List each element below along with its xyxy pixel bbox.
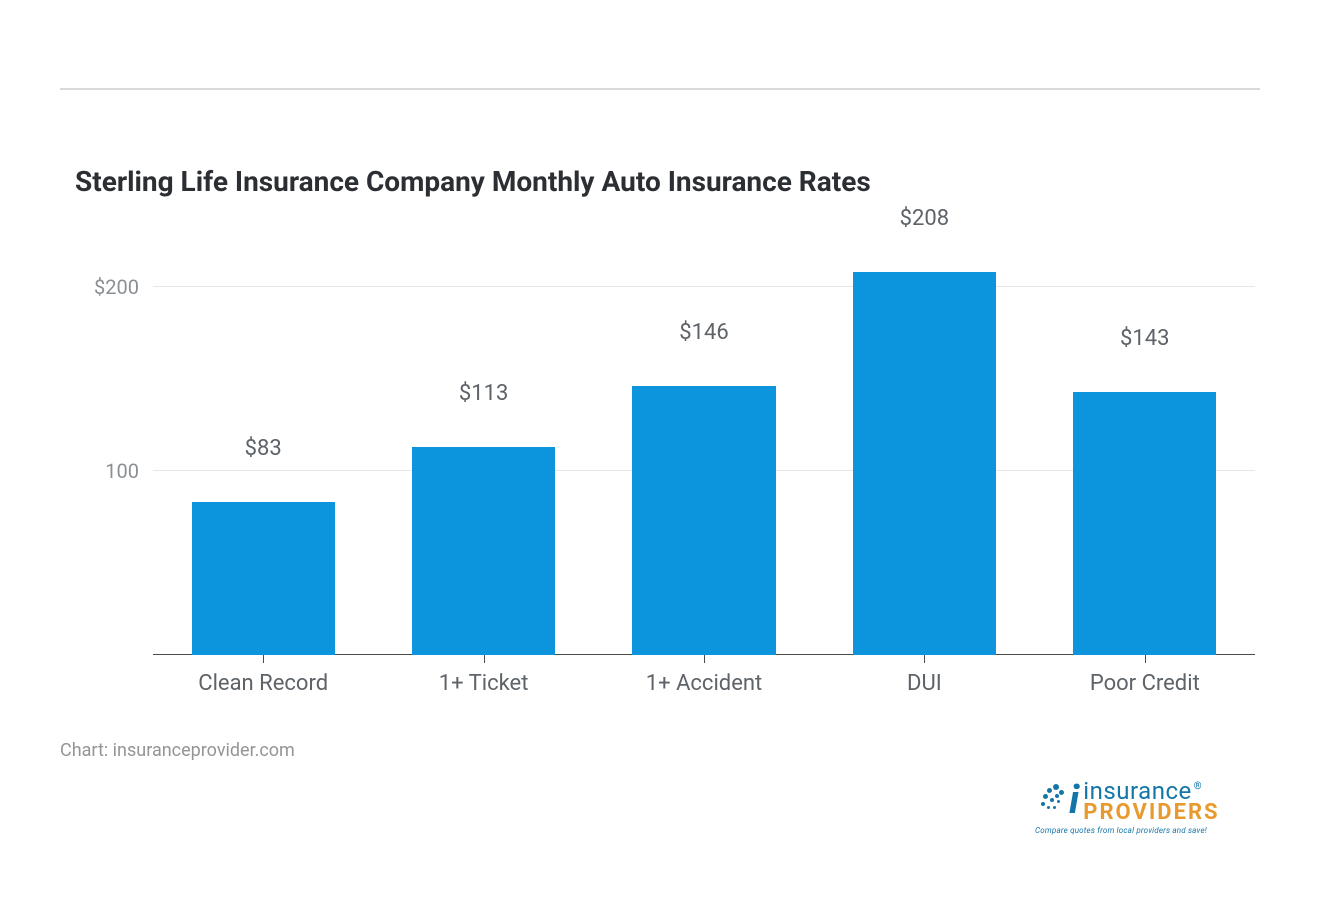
x-tick-label: Poor Credit	[1090, 671, 1200, 696]
bar-group: $83	[192, 250, 335, 655]
bar-value-label: $83	[192, 436, 335, 469]
bar-group: $208	[853, 250, 996, 655]
x-tick-label: DUI	[907, 671, 942, 696]
x-tick	[263, 655, 264, 663]
bar-value-label: $113	[412, 381, 555, 414]
x-axis-labels: Clean Record 1+ Ticket 1+ Accident DUI Poor …	[153, 655, 1255, 705]
bar-group: $113	[412, 250, 555, 655]
x-tick-label: Clean Record	[198, 671, 328, 696]
logo-registered-icon: ®	[1194, 781, 1202, 792]
x-tick-label: 1+ Ticket	[439, 671, 529, 696]
y-tick-label: $200	[94, 275, 153, 299]
y-tick-label: 100	[105, 459, 153, 483]
x-tick	[924, 655, 925, 663]
x-tick-label: 1+ Accident	[646, 671, 762, 696]
bar-group: $143	[1073, 250, 1216, 655]
x-tick	[1145, 655, 1146, 663]
bar	[853, 272, 996, 655]
bar	[412, 447, 555, 655]
x-tick	[704, 655, 705, 663]
bar-value-label: $146	[632, 320, 775, 353]
logo-tagline: Compare quotes from local providers and …	[1035, 826, 1260, 835]
bar-group: $146	[632, 250, 775, 655]
bar-value-label: $208	[853, 206, 996, 239]
bar-value-label: $143	[1073, 326, 1216, 359]
bar-chart: 100 $200 $83 $113 $146 $208 $143 Clean Record 1…	[75, 250, 1255, 705]
chart-credit: Chart: insuranceprovider.com	[60, 740, 295, 761]
chart-title: Sterling Life Insurance Company Monthly …	[75, 165, 871, 198]
logo-dots-icon	[1035, 782, 1065, 822]
x-tick	[484, 655, 485, 663]
top-divider	[60, 88, 1260, 90]
bar	[1073, 392, 1216, 655]
brand-logo: i insurance® PROVIDERS Compare quotes fr…	[1035, 780, 1260, 835]
bar	[192, 502, 335, 655]
bar	[632, 386, 775, 655]
plot-area: 100$200$83$113$146$208$143	[153, 250, 1255, 655]
logo-i-icon: i	[1069, 784, 1079, 816]
logo-word-providers: PROVIDERS	[1083, 803, 1219, 824]
